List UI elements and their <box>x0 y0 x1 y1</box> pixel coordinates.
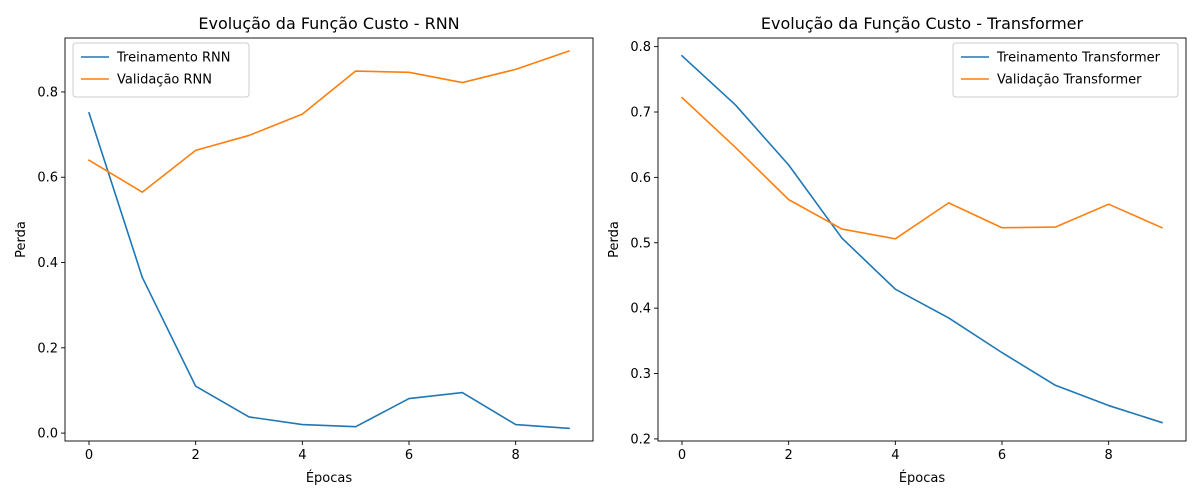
x-tick-label: 2 <box>192 448 200 463</box>
y-tick-label: 0.8 <box>37 85 58 100</box>
series-line-2 <box>680 96 1164 240</box>
x-tick-label: 8 <box>1105 448 1113 463</box>
x-tick-label: 4 <box>891 448 899 463</box>
y-axis-label: Perda <box>14 221 29 258</box>
x-tick-label: 0 <box>85 448 93 463</box>
y-tick-label: 0.2 <box>630 432 651 447</box>
x-tick-label: 6 <box>998 448 1006 463</box>
y-tick-label: 0.2 <box>37 341 58 356</box>
x-tick-label: 4 <box>298 448 306 463</box>
legend-box <box>72 42 250 98</box>
legend-label-1: Treinamento Transformer <box>996 51 1161 66</box>
x-tick-label: 6 <box>405 448 413 463</box>
x-tick-label: 2 <box>785 448 793 463</box>
legend: Treinamento RNN Validação RNN <box>72 42 250 98</box>
y-tick-label: 0.5 <box>630 236 651 251</box>
chart-panel-2: 0 2 4 6 8 0.2 0.3 0.4 0.5 0.6 0.7 0.8 Evolução da Fu… <box>607 14 1187 486</box>
legend-box <box>952 42 1179 98</box>
chart-title: Evolução da Função Custo - Transformer <box>761 14 1084 33</box>
legend-label-2: Validação Transformer <box>997 73 1142 88</box>
legend-label-2: Validação RNN <box>117 73 212 88</box>
y-tick-label: 0.7 <box>630 106 651 121</box>
axes-frame <box>657 37 1187 442</box>
y-axis-label: Perda <box>607 221 622 258</box>
chart-title: Evolução da Função Custo - RNN <box>198 14 459 33</box>
x-tick-label: 0 <box>678 448 686 463</box>
chart-panel-1: 0 2 4 6 8 0.0 0.2 0.4 0.6 0.8 Evolução da Função C… <box>14 14 594 486</box>
y-tick-label: 0.4 <box>37 256 58 271</box>
axes-frame <box>64 37 594 442</box>
y-tick-label: 0.0 <box>37 427 58 442</box>
y-tick-label: 0.4 <box>630 302 651 317</box>
legend-label-1: Treinamento RNN <box>116 51 230 66</box>
legend: Treinamento Transformer Validação Transfo… <box>952 42 1179 98</box>
x-tick-label: 8 <box>512 448 520 463</box>
series-line-1 <box>87 111 570 430</box>
series-line-2 <box>87 49 571 193</box>
y-tick-label: 0.6 <box>630 171 651 186</box>
y-tick-label: 0.8 <box>630 40 651 55</box>
y-tick-label: 0.3 <box>630 367 651 382</box>
x-axis-label: Épocas <box>306 470 353 486</box>
series-line-1 <box>680 54 1164 424</box>
x-axis-label: Épocas <box>899 470 946 486</box>
y-tick-label: 0.6 <box>37 171 58 186</box>
